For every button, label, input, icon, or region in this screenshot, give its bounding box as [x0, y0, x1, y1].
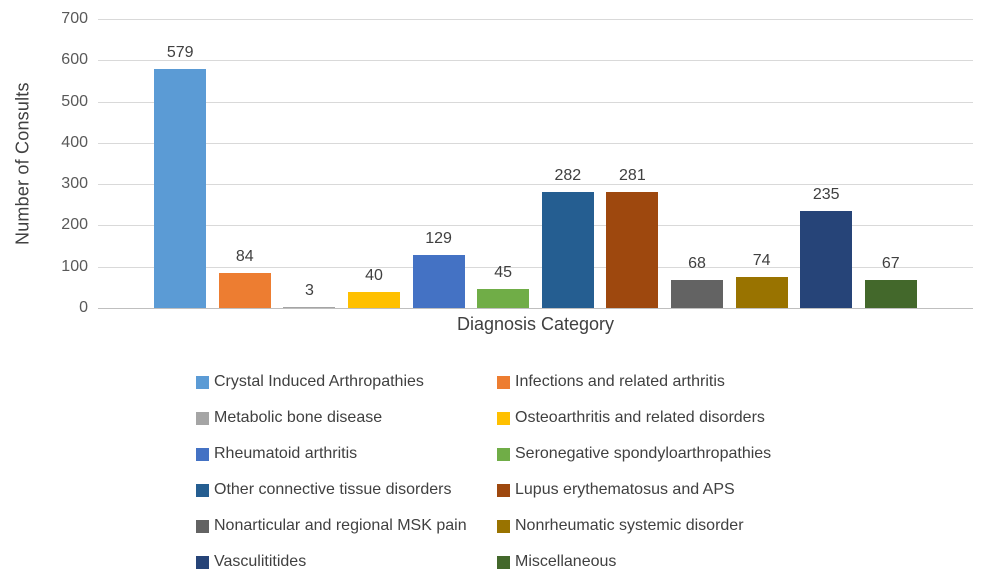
legend-label: Crystal Induced Arthropathies: [214, 373, 424, 390]
bar-data-label: 579: [166, 43, 194, 61]
gridline: [98, 266, 973, 268]
legend-swatch: [196, 375, 209, 389]
bar-series-2: [218, 273, 271, 308]
bar-series-7: [541, 191, 594, 308]
bar-data-label: 3: [304, 281, 314, 299]
legend-label: Seronegative spondyloarthropathies: [515, 445, 772, 462]
bar-data-label: 40: [365, 266, 383, 284]
bar-data-label: 45: [494, 264, 513, 282]
bar-data-label: 68: [688, 254, 706, 272]
bar-series-12: [864, 280, 917, 308]
legend-swatch: [497, 519, 510, 533]
legend-swatch: [196, 447, 209, 461]
legend-item: Rheumatoid arthritis: [196, 436, 497, 472]
x-axis-title: Diagnosis Category: [456, 314, 615, 334]
legend-item: Seronegative spondyloarthropathies: [497, 436, 771, 472]
legend-item: Other connective tissue disorders: [196, 472, 497, 508]
bar-series-9: [671, 279, 723, 308]
legend-label: Rheumatoid arthritis: [214, 445, 358, 462]
bar-data-label: 84: [235, 248, 254, 266]
y-tick-label: 0: [79, 299, 88, 316]
legend-swatch: [196, 411, 209, 425]
legend-swatch: [196, 519, 209, 533]
legend-item: Lupus erythematosus and APS: [497, 472, 771, 508]
legend-swatch: [497, 375, 510, 389]
bar-series-1: [154, 68, 207, 308]
bar-data-label: 129: [425, 229, 452, 247]
bar-series-6: [477, 289, 530, 308]
x-axis-line: [98, 308, 973, 309]
legend-label: Metabolic bone disease: [214, 409, 383, 426]
legend-swatch: [497, 555, 510, 569]
bar-series-11: [800, 210, 853, 308]
legend-item: Osteoarthritis and related disorders: [497, 400, 771, 436]
legend-label: Lupus erythematosus and APS: [515, 481, 735, 498]
bar-data-label: 281: [619, 167, 646, 184]
bar-series-4: [348, 291, 400, 308]
bar-data-label: 67: [881, 255, 900, 273]
bar-series-3: [283, 306, 336, 308]
legend-label: Vasculititides: [214, 553, 307, 570]
legend-swatch: [497, 483, 510, 497]
plot-area: 579 84 3 40 129 45 282 281 68 74 235 67: [98, 19, 973, 309]
y-tick-label: 100: [61, 257, 88, 275]
y-tick-label: 200: [61, 216, 88, 234]
legend-item: Metabolic bone disease: [196, 400, 497, 436]
y-tick-label: 700: [61, 10, 88, 27]
legend-label: Other connective tissue disorders: [214, 481, 452, 498]
y-tick-label: 300: [61, 175, 88, 193]
legend-item: Vasculititides: [196, 544, 497, 580]
bar-series-5: [412, 254, 465, 308]
legend-item: Miscellaneous: [497, 544, 771, 580]
legend-item: Infections and related arthritis: [497, 364, 771, 400]
bar-series-10: [735, 277, 788, 308]
gridline: [98, 19, 973, 20]
y-tick-label: 600: [61, 51, 88, 69]
bar-data-label: 74: [752, 252, 771, 270]
gridline: [98, 60, 973, 62]
legend-item: Crystal Induced Arthropathies: [196, 364, 497, 400]
gridline: [98, 184, 973, 186]
legend-label: Nonarticular and regional MSK pain: [214, 517, 467, 534]
bar-data-label: 282: [554, 166, 582, 184]
gridline: [98, 142, 973, 144]
gridline: [98, 225, 973, 227]
legend-item: Nonrheumatic systemic disorder: [497, 508, 771, 544]
gridline: [98, 101, 973, 103]
legend-swatch: [196, 555, 209, 569]
legend-label: Miscellaneous: [515, 553, 617, 570]
legend-swatch: [497, 411, 510, 425]
y-tick-label: 500: [61, 92, 88, 110]
chart-legend: Crystal Induced Arthropathies Infections …: [196, 364, 771, 580]
legend-swatch: [196, 483, 209, 497]
legend-swatch: [497, 447, 510, 461]
legend-label: Osteoarthritis and related disorders: [515, 409, 765, 426]
legend-label: Nonrheumatic systemic disorder: [515, 517, 744, 534]
y-tick-label: 400: [61, 133, 88, 151]
bar-data-label: 235: [812, 185, 840, 203]
legend-item: Nonarticular and regional MSK pain: [196, 508, 497, 544]
bar-series-8: [606, 192, 659, 308]
legend-label: Infections and related arthritis: [515, 373, 725, 390]
